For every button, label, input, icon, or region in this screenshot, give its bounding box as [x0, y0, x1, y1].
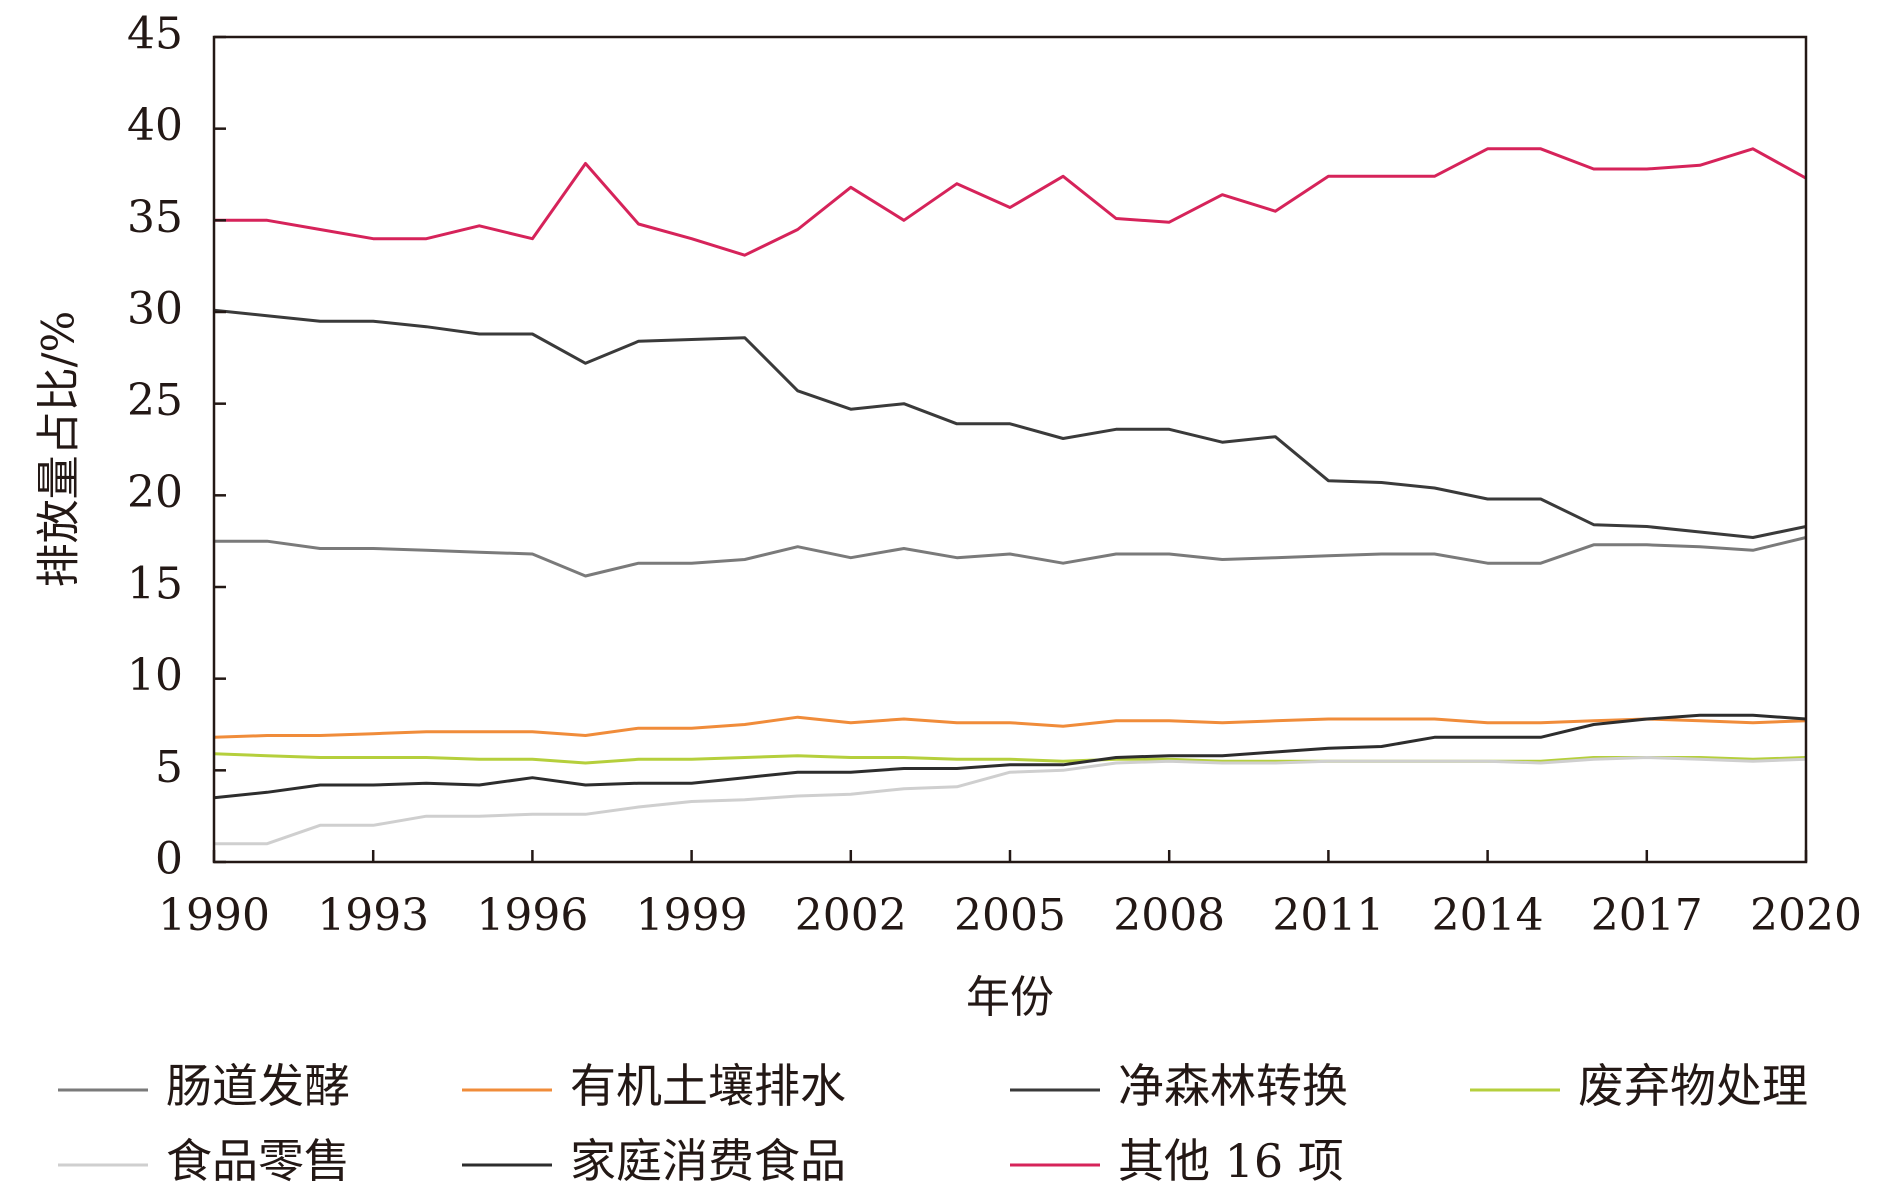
plot-frame — [212, 35, 1808, 864]
y-tick-label-8: 40 — [127, 100, 183, 151]
legend-label-3: 废弃物处理 — [1578, 1059, 1808, 1113]
x-tick-label-3: 1999 — [636, 890, 748, 941]
y-tick-label-5: 25 — [127, 375, 183, 426]
x-tick-label-10: 2020 — [1750, 890, 1862, 941]
series-line-6 — [214, 147, 1807, 257]
y-tick-label-2: 10 — [127, 650, 183, 701]
y-tick-label-7: 35 — [127, 192, 183, 243]
x-tick-label-9: 2017 — [1591, 890, 1703, 941]
y-tick-label-6: 30 — [127, 284, 183, 335]
series-lines — [213, 147, 1807, 846]
x-tick-label-6: 2008 — [1113, 890, 1225, 941]
y-tick-label-4: 20 — [127, 467, 183, 518]
legend-label-1: 有机土壤排水 — [570, 1059, 846, 1113]
legend-label-5: 家庭消费食品 — [570, 1134, 846, 1188]
series-line-3 — [213, 752, 1807, 765]
legend-item-1: 有机土壤排水 — [462, 1059, 846, 1113]
series-line-0 — [214, 536, 1807, 578]
series-line-4 — [214, 756, 1807, 846]
x-tick-label-1: 1993 — [317, 890, 429, 941]
legend-label-4: 食品零售 — [166, 1134, 350, 1188]
legend-item-0: 肠道发酵 — [58, 1059, 350, 1113]
series-line-5 — [213, 713, 1807, 800]
legend-label-6: 其他 16 项 — [1118, 1134, 1344, 1188]
x-tick-label-8: 2014 — [1432, 890, 1544, 941]
y-tick-label-3: 15 — [127, 559, 183, 610]
y-tick-label-1: 5 — [155, 742, 183, 793]
legend-item-6: 其他 16 项 — [1010, 1134, 1344, 1188]
x-axis: 1990 1993 1996 1999 2002 2005 2008 2011 2014 2017… — [158, 850, 1862, 941]
legend-item-3: 废弃物处理 — [1470, 1059, 1808, 1113]
series-line-1 — [213, 715, 1807, 739]
x-tick-label-0: 1990 — [158, 890, 270, 941]
legend-item-2: 净森林转换 — [1010, 1059, 1348, 1113]
y-axis-label: 排放量占比/% — [34, 311, 85, 588]
x-tick-label-2: 1996 — [476, 890, 588, 941]
legend-item-4: 食品零售 — [58, 1134, 350, 1188]
y-tick-label-0: 0 — [155, 834, 183, 885]
legend-label-0: 肠道发酵 — [166, 1059, 350, 1113]
y-tick-label-9: 45 — [127, 9, 183, 60]
y-axis: 0 5 10 15 20 25 30 35 40 45 — [127, 9, 226, 885]
x-tick-label-7: 2011 — [1272, 890, 1384, 941]
x-tick-label-4: 2002 — [795, 890, 907, 941]
x-axis-label: 年份 — [966, 972, 1054, 1023]
x-tick-label-5: 2005 — [954, 890, 1066, 941]
series-line-2 — [213, 308, 1807, 539]
legend-label-2: 净森林转换 — [1118, 1059, 1348, 1113]
legend-item-5: 家庭消费食品 — [462, 1134, 846, 1188]
